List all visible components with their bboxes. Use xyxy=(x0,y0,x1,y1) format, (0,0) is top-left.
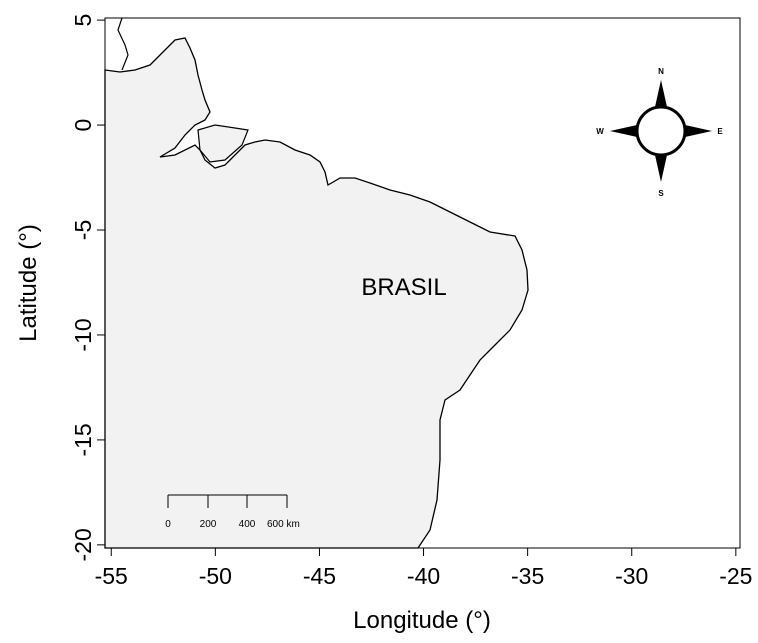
x-tick-label: -25 xyxy=(719,563,752,589)
scale-bar xyxy=(167,494,288,508)
scale-label: 0 xyxy=(165,519,171,530)
compass-ring xyxy=(635,105,687,157)
y-tick-label: -10 xyxy=(70,318,96,351)
compass: N S E W xyxy=(596,67,723,198)
y-tick-label: -15 xyxy=(70,423,96,456)
region-label: BRASIL xyxy=(361,274,446,301)
x-tick-label: -30 xyxy=(615,563,648,589)
compass-arrows xyxy=(610,80,712,182)
compass-e: E xyxy=(717,127,723,136)
land-border xyxy=(117,17,129,71)
island xyxy=(197,124,249,163)
y-axis-label: Latitude (°) xyxy=(15,224,42,342)
compass-w: W xyxy=(596,127,604,136)
y-tick-label: 5 xyxy=(70,14,96,27)
x-axis-label: Longitude (°) xyxy=(353,607,491,634)
y-tick-label: -5 xyxy=(70,220,96,240)
x-tick-label: -50 xyxy=(199,563,232,589)
x-tick-label: -35 xyxy=(511,563,544,589)
plot-frame xyxy=(104,17,741,549)
y-tick-label: 0 xyxy=(70,119,96,132)
x-tick-label: -40 xyxy=(407,563,440,589)
scale-label: 600 km xyxy=(267,519,300,530)
x-tick-label: -55 xyxy=(95,563,128,589)
x-tick-label: -45 xyxy=(303,563,336,589)
compass-s: S xyxy=(658,189,664,198)
scale-label: 400 xyxy=(239,519,256,530)
land xyxy=(104,37,529,549)
y-tick-label: -20 xyxy=(70,528,96,561)
compass-n: N xyxy=(658,67,664,76)
scale-label: 200 xyxy=(200,519,217,530)
